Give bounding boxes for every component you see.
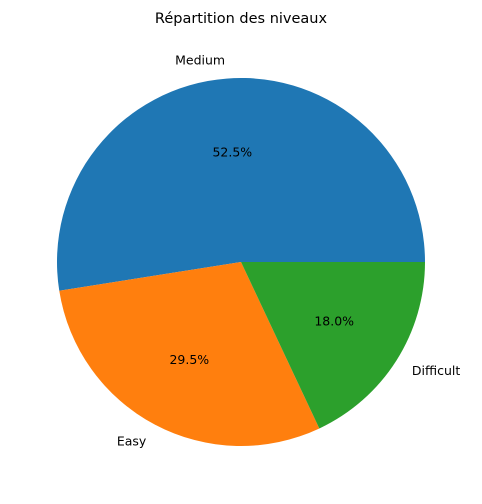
percent-label-difficult: 18.0%: [314, 314, 354, 329]
slice-label-medium: Medium: [175, 53, 225, 68]
pie-slices: [57, 78, 425, 447]
percent-label-medium: 52.5%: [212, 144, 252, 159]
slice-label-difficult: Difficult: [412, 363, 460, 378]
pie-labels: Medium 52.5% Easy 29.5% Difficult 18.0%: [117, 53, 461, 449]
slice-label-easy: Easy: [117, 433, 147, 448]
pie-slice-easy: [59, 262, 320, 447]
chart-title: Répartition des niveaux: [155, 11, 328, 27]
pie-slice-difficult: [241, 262, 425, 429]
percent-label-easy: 29.5%: [169, 352, 209, 367]
pie-slice-medium: [57, 78, 425, 291]
